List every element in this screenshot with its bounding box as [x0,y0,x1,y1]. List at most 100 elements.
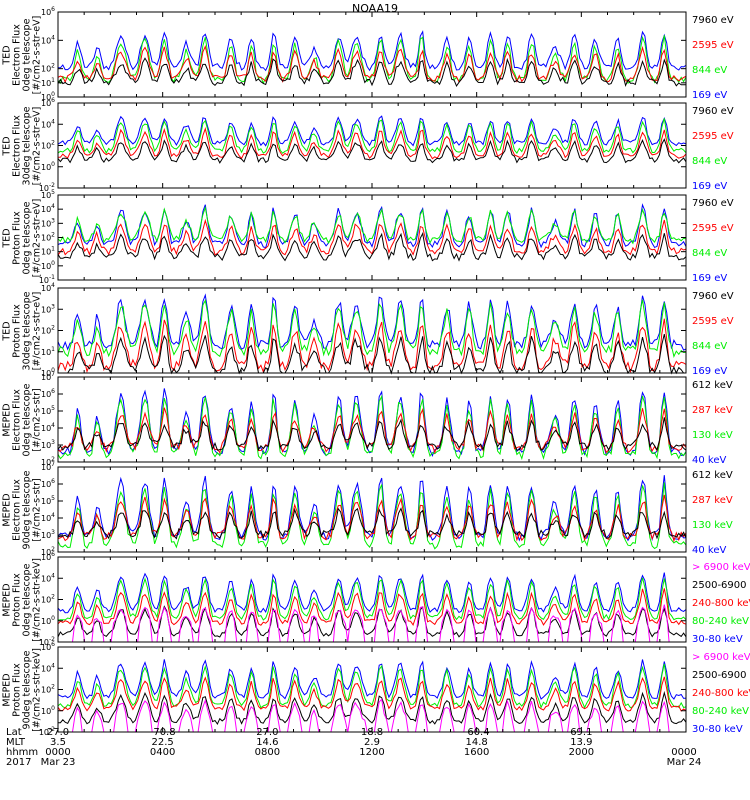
y-label-panel-5: MEPED Electron Flux 0deg telescope [#/cm2-s… [1,377,42,462]
footer-mlt-value: 14.6 [256,737,279,748]
footer-mlt-value: 14.8 [465,737,488,748]
series-169-ev [57,293,687,351]
y-label-panel-3: TED Proton Flux 0deg telescope [#/cm2-s-str… [1,195,42,280]
legend-entry: 844 eV [692,248,728,259]
footer-lat-value: 69.1 [570,727,593,738]
y-label-line: Proton Flux [11,572,22,627]
legend-entry: > 6900 keV [692,652,750,663]
footer-lat-value: 18.8 [360,727,384,738]
y-tick-label: 100 [41,161,55,172]
y-label-line: Proton Flux [11,210,22,265]
y-label-line: [#/cm2-s-str] [31,477,42,542]
series-2595-ev [57,218,687,256]
y-tick-label: 103 [41,217,55,228]
y-tick-label: 102 [41,63,55,74]
series-30-80-kev [57,572,687,614]
y-label-line: [#/cm2-s-str-keV] [31,647,42,732]
panel-2: 10-2 100 102 104 106 [39,97,687,193]
y-label-line: MEPED [1,402,12,437]
footer-date-value: Mar 24 [666,757,702,768]
y-label-line: Electron Flux [11,23,22,86]
y-tick-label: 106 [41,641,55,652]
y-label-line: TED [1,227,12,248]
y-label-line: [#/cm2-s-str-eV] [31,198,42,277]
y-tick-label: 103 [41,439,55,450]
series-240-800-kev [57,588,687,626]
legend-entry: 287 keV [692,495,733,506]
legend-entry: 2595 eV [692,131,734,142]
y-tick-label: 104 [41,118,55,129]
panel-6: 102 103 104 105 106 107 [41,461,687,557]
panel-1: 100 101 102 104 106 [41,6,687,102]
y-label-line: Electron Flux [11,114,22,177]
y-label-line: MEPED [1,672,12,707]
y-label-line: [#/cm2-s-str] [31,387,42,452]
legend-entry: 240-800 keV [692,598,750,609]
y-label-panel-8: MEPED Proton Flux 90deg telescope [#/cm2-s-… [1,647,42,732]
footer-hhmm-value: 1200 [359,747,385,758]
y-tick-label: 104 [41,512,55,523]
series-844-ev [57,35,687,85]
series-2500-6900 [57,690,687,726]
footer-label-hhmm: hhmm [6,747,39,758]
footer-hhmm-value: 1600 [463,747,490,758]
legend-entry: 7960 eV [692,291,734,302]
series-169-ev [57,115,687,147]
legend-entry: 7960 eV [692,15,734,26]
series-612-kev [57,417,687,452]
y-tick-label: 104 [41,203,55,214]
footer-label-year: 2017 [6,757,32,768]
y-label-line: 90deg telescope [21,470,32,549]
footer-mlt-value: 13.9 [570,737,593,748]
panel-8: 10-2 100 102 104 106 [39,641,687,737]
footer-label-mlt: MLT [6,737,25,748]
panel-5: 102 103 104 105 106 107 [41,371,687,467]
footer-hhmm-value: 0400 [149,747,176,758]
series-844-ev [57,299,687,358]
y-tick-label: 106 [41,6,55,17]
series-2595-ev [57,318,687,374]
series-80-240-kev [57,663,687,709]
series-169-ev [58,30,687,72]
series-7960-ev [57,57,687,88]
panel-frame [57,102,687,189]
legend-entry: 40 keV [692,545,727,556]
y-label-panel-7: MEPED Proton Flux 0deg telescope [#/cm2-s-s… [1,557,42,642]
legend-entry: 80-240 keV [692,706,750,717]
y-tick-label: 103 [41,303,55,314]
footer-hhmm-value: 2000 [568,747,595,758]
y-tick-label: 101 [41,346,55,357]
y-tick-label: 107 [41,461,55,472]
y-tick-label: 104 [41,662,55,673]
series-2595-ev [57,44,687,84]
footer-mlt-value: 22.5 [151,737,174,748]
y-label-line: [#/cm2-s-str-eV] [31,106,42,185]
y-tick-label: 106 [41,478,55,489]
legend-entry: 80-240 keV [692,616,750,627]
panel-7: 10-2 100 102 104 106 [39,551,687,647]
y-label-line: Electron Flux [11,478,22,541]
y-label-line: 30deg telescope [21,106,32,185]
y-label-panel-2: TED Electron Flux 30deg telescope [#/cm2-s-… [1,103,42,188]
series-287-kev [57,407,687,455]
y-tick-label: 10-1 [39,274,55,285]
legend-entry: 169 eV [692,366,728,377]
y-label-line: 0deg telescope [21,383,32,456]
legend-entry: 169 eV [692,181,728,192]
time-axis-footer: Lat MLT hhmm 2017 27.0 3.5 0000 Mar 23 -70.8… [0,725,750,800]
series-7960-ev [57,232,687,262]
y-tick-label: 104 [41,572,55,583]
y-tick-label: 104 [41,282,55,293]
footer-lat-value: -60.4 [463,727,490,738]
legend-entry: 844 eV [692,341,728,352]
legend-entry: 844 eV [692,65,728,76]
panel-4: 100 101 102 103 104 [41,282,687,378]
y-tick-label: 100 [41,705,55,716]
y-label-line: MEPED [1,582,12,617]
series-2595-ev [57,127,687,160]
y-tick-label: 102 [41,232,55,243]
y-label-line: [#/cm2-s-str-keV] [31,557,42,642]
footer-lat-value: 27.0 [256,727,279,738]
footer-hhmm-value: 0800 [254,747,281,758]
